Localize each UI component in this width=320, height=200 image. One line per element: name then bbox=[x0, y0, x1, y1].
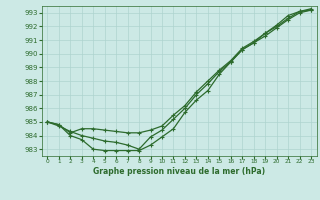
X-axis label: Graphe pression niveau de la mer (hPa): Graphe pression niveau de la mer (hPa) bbox=[93, 167, 265, 176]
